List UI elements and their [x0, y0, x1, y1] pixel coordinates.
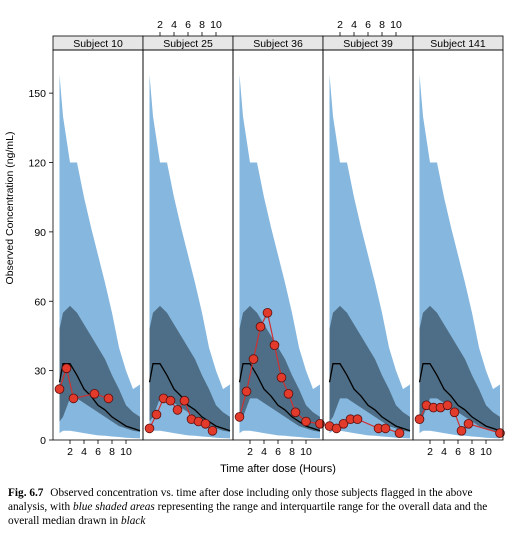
observed-point: [495, 428, 505, 438]
observed-point: [276, 372, 287, 383]
caption-italic-median: black: [120, 515, 146, 527]
y-tick-label: 30: [34, 366, 46, 378]
x-tick-label: 2: [157, 19, 163, 31]
observed-point: [380, 423, 391, 434]
x-tick-label: 10: [210, 19, 222, 31]
iqr-band: [329, 305, 410, 432]
x-tick-label: 6: [185, 19, 191, 31]
x-axis-label: Time after dose (Hours): [220, 463, 336, 475]
observed-point: [54, 384, 65, 394]
x-tick-label: 4: [81, 446, 87, 458]
y-tick-label: 60: [34, 296, 46, 308]
panel-1: Subject 10: [52, 35, 144, 441]
panel-title: Subject 36: [253, 38, 303, 50]
observed-point: [262, 307, 273, 318]
x-tick-label: 4: [261, 446, 267, 458]
observed-point: [248, 354, 259, 364]
x-tick-label: 4: [441, 446, 447, 458]
observed-point: [234, 412, 245, 422]
observed-point: [103, 393, 114, 404]
median-line: [328, 363, 411, 432]
panel-title: Subject 141: [430, 38, 486, 50]
x-tick-label: 6: [455, 446, 461, 458]
median-line: [148, 363, 231, 432]
panel-4: Subject 39: [322, 35, 414, 441]
x-tick-label: 8: [289, 446, 295, 458]
x-tick-label: 8: [109, 446, 115, 458]
chart-panels: Subject 10 Subject 25 Subject 36 Subject 39…: [52, 35, 505, 441]
panel-5: Subject 141: [412, 35, 505, 441]
observed-point: [207, 425, 218, 436]
x-tick-label: 10: [390, 19, 402, 31]
observed-point: [269, 340, 280, 351]
observed-point: [352, 414, 363, 425]
observed-point: [442, 400, 453, 411]
observed-point: [255, 321, 266, 332]
y-tick-label: 150: [28, 88, 46, 100]
x-tick-label: 6: [95, 446, 101, 458]
y-axis-label: Observed Concentration (ng/mL): [4, 132, 16, 285]
observed-point: [338, 418, 349, 429]
x-tick-label: 2: [247, 446, 253, 458]
y-tick-label: 0: [40, 435, 46, 447]
observed-point: [89, 388, 100, 399]
panel-title: Subject 25: [163, 38, 213, 50]
observed-point: [68, 393, 79, 404]
x-tick-label: 8: [379, 19, 385, 31]
panel-title: Subject 10: [73, 38, 123, 50]
x-tick-label: 2: [427, 446, 433, 458]
observed-point: [172, 405, 183, 415]
observed-point: [315, 418, 325, 429]
x-tick-label: 6: [365, 19, 371, 31]
panel-title: Subject 39: [343, 38, 393, 50]
observed-point: [179, 395, 190, 406]
trellis-chart: Subject 10 Subject 25 Subject 36 Subject 39…: [4, 19, 505, 475]
panel-3: Subject 36: [232, 35, 325, 441]
median-line: [58, 363, 141, 432]
y-tick-label: 90: [34, 227, 46, 239]
x-tick-label: 8: [199, 19, 205, 31]
iqr-band: [149, 305, 230, 432]
observed-point: [144, 423, 155, 434]
caption-text-part2: representing the range and interquartile…: [8, 501, 488, 527]
x-tick-label: 10: [120, 446, 132, 458]
observed-point: [449, 407, 460, 418]
observed-point: [283, 388, 294, 399]
y-tick-label: 120: [28, 158, 46, 170]
observed-point: [463, 418, 474, 429]
iqr-band: [419, 305, 500, 432]
observed-point: [394, 428, 405, 438]
x-axis: 2 4 6 8 102 4 6 8 102 4 6 8 102 4 6 8 102 4 6 8 10: [67, 19, 492, 458]
panel-2: Subject 25: [142, 35, 234, 441]
observed-point: [165, 395, 176, 406]
observed-point: [331, 423, 342, 434]
median-line: [418, 363, 501, 432]
x-tick-label: 10: [300, 446, 312, 458]
caption-label: Fig. 6.7: [8, 487, 44, 499]
figure-caption: Fig. 6.7 Observed concentration vs. time…: [8, 486, 510, 528]
caption-italic-range: blue shaded areas: [72, 501, 155, 513]
iqr-band: [59, 305, 140, 432]
observed-point: [301, 416, 311, 427]
observed-point: [241, 386, 252, 397]
observed-point: [414, 414, 425, 425]
y-axis: 0 30 60 90 120 150: [28, 88, 53, 447]
x-tick-label: 10: [480, 446, 492, 458]
x-tick-label: 2: [337, 19, 343, 31]
observed-point: [200, 418, 211, 429]
observed-point: [61, 363, 72, 374]
x-tick-label: 8: [469, 446, 475, 458]
observed-point: [290, 407, 301, 418]
x-tick-label: 4: [171, 19, 177, 31]
caption-text-part1: Observed concentration vs. time after do…: [8, 487, 473, 513]
observed-point: [151, 409, 162, 420]
x-tick-label: 6: [275, 446, 281, 458]
x-tick-label: 4: [351, 19, 357, 31]
x-tick-label: 2: [67, 446, 73, 458]
observed-point: [456, 425, 467, 436]
